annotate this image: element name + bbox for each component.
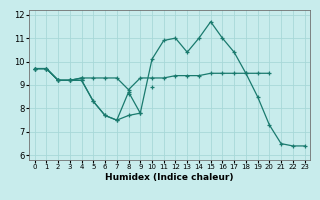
X-axis label: Humidex (Indice chaleur): Humidex (Indice chaleur) — [105, 173, 234, 182]
